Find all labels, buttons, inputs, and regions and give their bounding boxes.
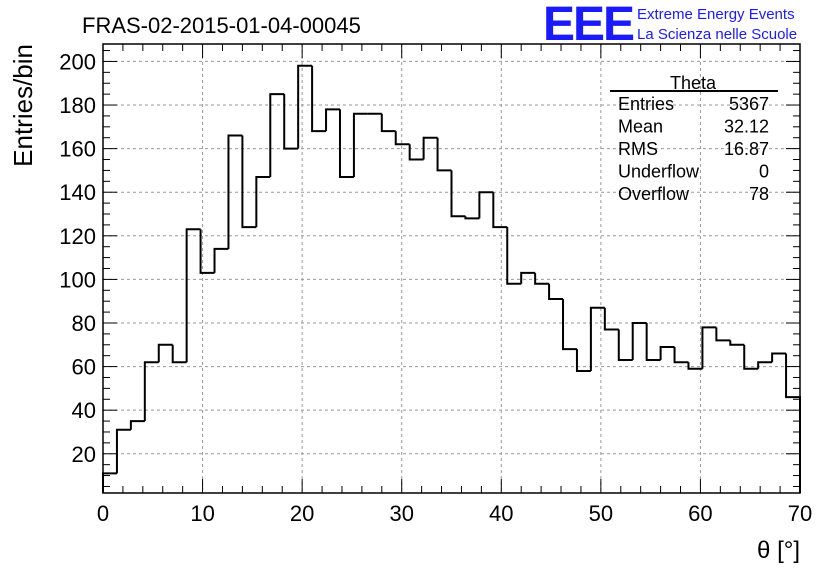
axis-ticks [102,44,801,493]
histogram-bin [603,307,619,331]
plot-frame [102,43,801,494]
histogram-bin [394,131,410,146]
histogram-bin [645,322,661,362]
stats-row-label: RMS [618,139,658,159]
histogram-bin [102,472,117,493]
grid-lines [103,44,800,493]
x-tick-label: 0 [97,501,109,526]
x-tick-label: 30 [389,501,413,526]
histogram-bin [325,108,340,132]
eee-logo-line1: Extreme Energy Events [637,6,795,23]
stats-box-rows: Entries 5367 Mean 32.12 RMS 16.87 Underflow 0 Ov… [618,94,769,204]
x-tick-label: 10 [190,501,214,526]
stats-row-value: 0 [759,162,769,182]
y-tick-label: 100 [59,267,96,292]
histogram-bin [673,346,689,364]
y-tick-label: 120 [59,224,96,249]
histogram-bin [143,361,159,422]
histogram-bin [575,349,591,372]
stats-row-value: 5367 [729,94,769,114]
histogram-bin [785,353,801,493]
histogram-bin [422,136,438,160]
histogram-bin [185,228,201,363]
stats-row-value: 16.87 [724,139,769,159]
y-tick-label: 20 [72,442,96,467]
x-tick-label: 40 [489,501,513,526]
x-tick-label: 70 [788,501,812,526]
histogram-bin [269,93,285,177]
histogram-bin [283,94,299,150]
eee-logo-line2: La Scienza nelle Scuole [637,26,797,43]
histogram-bin [311,65,327,133]
histogram-bin [534,272,550,285]
histogram-bin [129,420,145,430]
histogram-bin [520,271,536,284]
histogram-bin [157,343,173,363]
y-tick-label: 80 [72,311,96,336]
y-tick-label: 60 [72,355,96,380]
histogram-bin [659,345,675,361]
histogram-bin [297,64,313,149]
histogram-bin [729,340,745,346]
histogram-bin [338,109,354,178]
stats-row-label: Underflow [618,162,700,182]
stats-row-value: 32.12 [724,117,769,137]
x-axis-label: θ [°] [757,537,800,564]
histogram-bin [213,247,229,273]
stats-row-label: Overflow [618,184,690,204]
y-tick-label: 180 [59,93,96,118]
histogram-bin [492,192,508,229]
histogram-bin [241,135,257,229]
histogram-bin [548,283,564,301]
histogram-bin [771,352,787,363]
eee-logo: EEE Extreme Energy Events La Scienza nel… [543,0,797,51]
x-tick-label: 20 [290,501,314,526]
histogram-bin [743,344,759,370]
histogram-bin [436,137,452,172]
stats-row-label: Mean [618,117,663,137]
stats-row-label: Entries [618,94,674,114]
histogram-bin [408,144,424,161]
histogram-bin [380,113,396,133]
histogram-bin [757,361,773,369]
chart-title: FRAS-02-2015-01-04-00045 [82,13,361,38]
stats-box: Theta Entries 5367 Mean 32.12 RMS 16.87 Underf… [610,73,778,204]
histogram-bin [199,229,215,274]
histogram-bin [589,306,605,371]
histogram-bin [227,134,243,249]
histogram-bin [506,227,522,285]
y-tick-label: 200 [59,49,96,74]
histogram-bin [631,321,647,361]
eee-logo-letters: EEE [543,0,634,51]
histogram-bin [115,428,131,474]
histogram-bin [450,170,466,218]
histogram-bin [687,362,703,370]
stats-row-value: 78 [749,184,769,204]
histogram-bin [352,112,368,177]
histogram-bin [701,326,717,369]
y-axis-label: Entries/bin [8,44,38,167]
x-tick-label: 50 [589,501,613,526]
histogram-bin [478,191,494,219]
histogram-bin [617,329,633,362]
y-tick-label: 40 [72,398,96,423]
histogram-bin [171,344,187,364]
histogram-series [102,64,801,493]
tick-labels: 0 10 20 30 40 50 60 70 20 40 60 80 100 120 140 160 180 20… [59,49,812,526]
histogram-bin [715,327,731,342]
histogram-bin [464,216,480,220]
histogram-bin [562,299,577,351]
stats-box-title: Theta [670,73,717,93]
y-tick-label: 160 [59,137,96,162]
x-tick-label: 60 [688,501,712,526]
y-tick-label: 140 [59,180,96,205]
histogram-bin [255,175,271,228]
